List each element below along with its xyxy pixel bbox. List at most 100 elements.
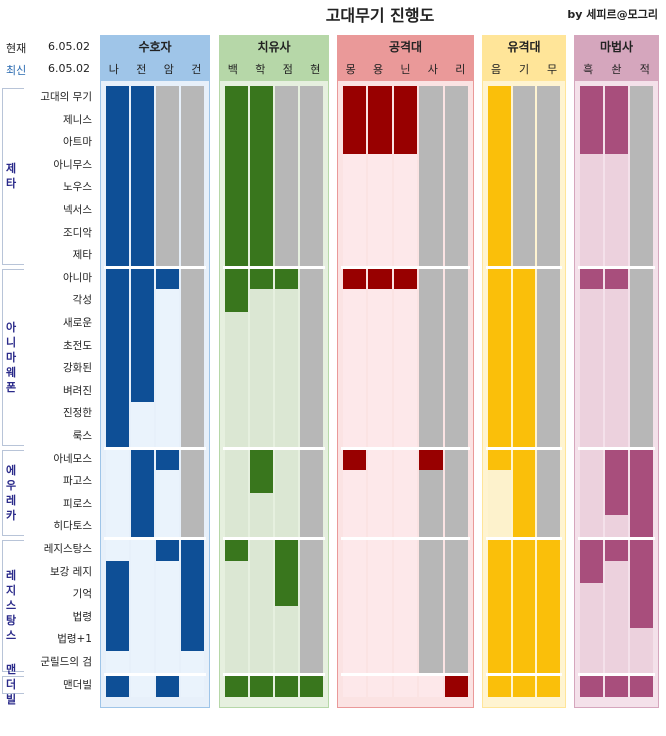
progress-cell: [580, 560, 603, 584]
class-header: 수호자: [100, 35, 210, 59]
progress-cell: [225, 153, 248, 177]
progress-cell: [444, 153, 468, 177]
progress-cell: [225, 86, 248, 110]
progress-cell: [488, 153, 511, 177]
progress-cell: [225, 583, 248, 607]
progress-cell: [419, 244, 443, 268]
progress-cell: [181, 86, 204, 110]
progress-cell: [630, 673, 653, 697]
progress-cell: [368, 86, 392, 110]
progress-cell: [605, 583, 628, 607]
progress-cell: [131, 176, 154, 200]
row-label: 아네모스: [53, 452, 92, 465]
progress-cell: [275, 402, 298, 426]
version-value: 6.05.02: [48, 40, 90, 53]
progress-cell: [488, 289, 511, 313]
progress-cell: [580, 357, 603, 381]
progress-cell: [605, 86, 628, 110]
progress-cell: [275, 199, 298, 223]
progress-cell: [630, 266, 653, 290]
progress-cell: [368, 176, 392, 200]
row-label: 제타: [72, 249, 92, 262]
progress-cell: [512, 357, 536, 381]
progress-cell: [444, 538, 468, 562]
progress-cell: [393, 334, 418, 358]
progress-cell: [537, 221, 560, 245]
progress-cell: [630, 470, 653, 494]
progress-cell: [630, 131, 653, 155]
job-label: 백: [227, 63, 238, 76]
progress-cell: [300, 86, 323, 110]
progress-cell: [106, 357, 129, 381]
progress-cell: [393, 515, 418, 539]
group-separator: [486, 672, 562, 676]
progress-cell: [580, 673, 603, 697]
progress-cell: [512, 515, 536, 539]
progress-cell: [156, 425, 179, 449]
progress-cell: [131, 379, 154, 403]
group-separator: [104, 446, 206, 450]
job-label: 기: [518, 63, 530, 76]
progress-cell: [580, 470, 603, 494]
progress-cell: [343, 447, 367, 471]
progress-cell: [225, 289, 248, 313]
progress-cell: [156, 447, 179, 471]
progress-cell: [444, 379, 468, 403]
job-label: 음: [490, 63, 502, 76]
progress-cell: [512, 266, 536, 290]
progress-cell: [630, 176, 653, 200]
progress-cell: [156, 538, 179, 562]
progress-cell: [605, 538, 628, 562]
progress-cell: [106, 108, 129, 132]
progress-cell: [630, 538, 653, 562]
progress-cell: [419, 402, 443, 426]
progress-cell: [300, 651, 323, 675]
progress-cell: [106, 651, 129, 675]
progress-cell: [419, 312, 443, 336]
progress-cell: [580, 583, 603, 607]
progress-cell: [580, 538, 603, 562]
progress-cell: [343, 131, 367, 155]
progress-cell: [605, 176, 628, 200]
progress-cell: [275, 289, 298, 313]
progress-cell: [537, 357, 560, 381]
progress-cell: [537, 176, 560, 200]
progress-cell: [419, 651, 443, 675]
progress-cell: [156, 515, 179, 539]
progress-cell: [444, 289, 468, 313]
progress-cell: [300, 447, 323, 471]
row-label: 아트마: [63, 136, 92, 149]
progress-cell: [605, 131, 628, 155]
row-label: 군릴드의 검: [40, 656, 92, 668]
progress-cell: [605, 560, 628, 584]
progress-cell: [225, 357, 248, 381]
progress-cell: [275, 628, 298, 652]
row-label: 제니스: [63, 113, 92, 126]
progress-cell: [368, 402, 392, 426]
progress-cell: [250, 108, 273, 132]
progress-cell: [225, 425, 248, 449]
progress-cell: [393, 153, 418, 177]
progress-cell: [630, 199, 653, 223]
progress-cell: [343, 492, 367, 516]
progress-cell: [512, 447, 536, 471]
progress-cell: [605, 515, 628, 539]
progress-cell: [444, 651, 468, 675]
progress-cell: [275, 357, 298, 381]
progress-cell: [630, 244, 653, 268]
progress-cell: [512, 651, 536, 675]
progress-cell: [419, 673, 443, 697]
progress-cell: [537, 651, 560, 675]
group-separator: [223, 672, 325, 676]
progress-cell: [131, 108, 154, 132]
progress-cell: [512, 131, 536, 155]
row-label: 넥서스: [63, 204, 92, 216]
progress-cell: [580, 334, 603, 358]
job-label: 솬: [611, 63, 622, 76]
progress-cell: [444, 199, 468, 223]
progress-cell: [225, 266, 248, 290]
progress-cell: [343, 334, 367, 358]
progress-cell: [300, 470, 323, 494]
